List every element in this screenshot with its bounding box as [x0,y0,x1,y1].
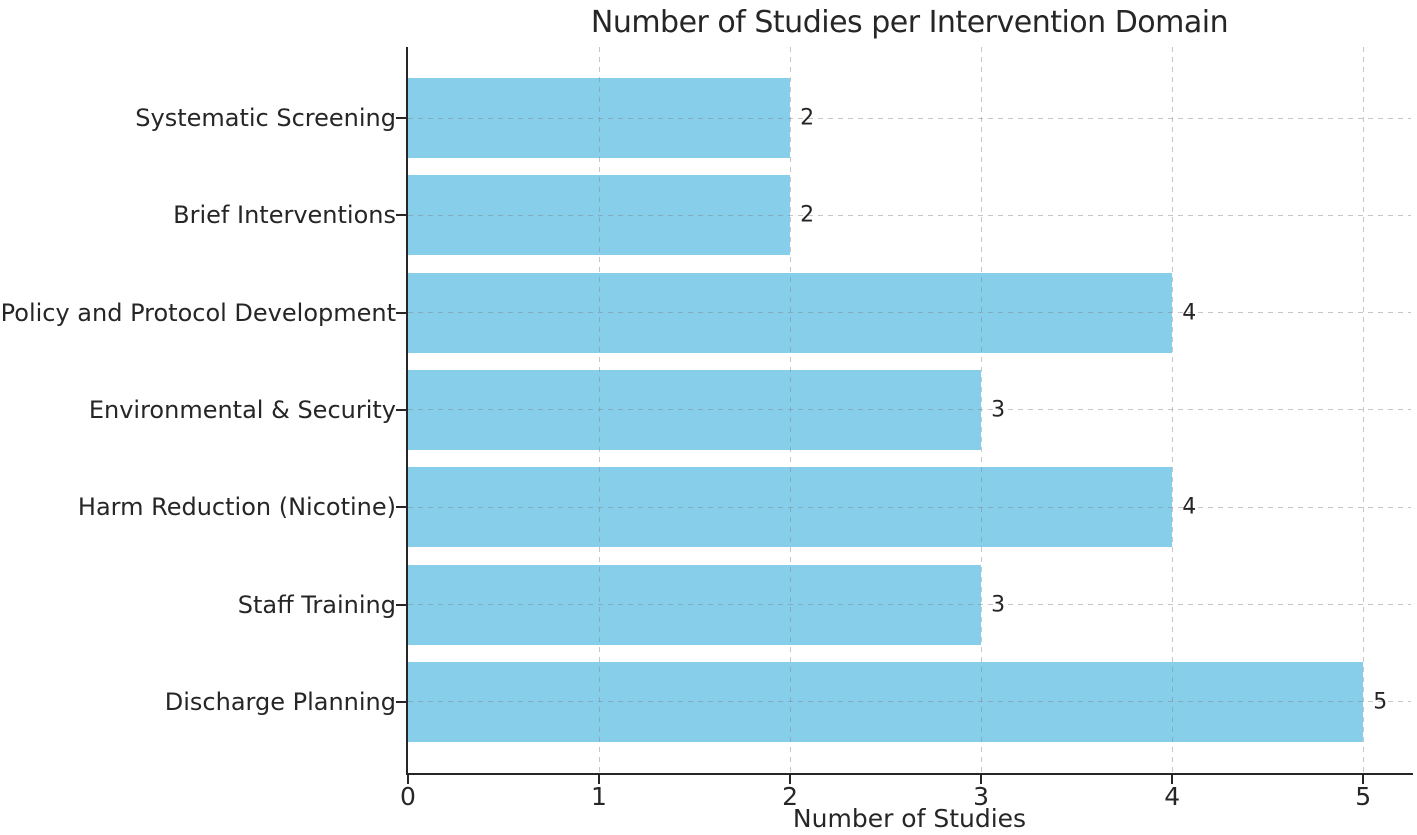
y-axis-category-label: Discharge Planning [164,687,396,716]
x-axis-tick [598,775,600,784]
gridline-vertical [1171,47,1173,773]
gridline-horizontal [408,312,1411,314]
x-axis-tick-label: 2 [782,782,799,811]
y-axis-tick [396,408,406,411]
y-axis-tick [396,117,406,119]
bar-value-label: 3 [991,397,1006,423]
bar-discharge-planning [408,661,1364,742]
y-axis-tick [396,214,406,217]
chart-title: Number of Studies per Intervention Domai… [590,5,1229,40]
bar-systematic-screening [408,78,791,158]
gridline-vertical [598,47,600,773]
x-axis-title: Number of Studies [792,804,1027,833]
y-axis-category-label: Policy and Protocol Development [0,298,396,327]
bar-value-label: 4 [1182,300,1197,326]
bar-staff-training [408,564,982,645]
x-axis-spine [406,773,1413,775]
y-axis-tick [396,603,406,606]
y-axis-category-label: Staff Training [237,590,396,619]
gridline-horizontal [408,409,1411,411]
bar-value-label: 5 [1373,689,1388,715]
x-axis-tick [407,775,409,784]
x-axis-tick-label: 4 [1164,782,1181,811]
bar-value-label: 2 [800,202,815,228]
y-axis-tick [396,311,406,314]
bar-brief-interventions [408,175,791,256]
y-axis-tick [396,506,406,509]
y-axis-tick [396,700,406,703]
gridline-vertical [980,47,982,773]
gridline-horizontal [408,604,1411,605]
y-axis-category-label: Systematic Screening [135,104,396,132]
bar-value-label: 2 [800,105,815,131]
x-axis-tick-label: 1 [591,782,607,811]
bar-harm-reduction-nicotine- [408,467,1173,548]
gridline-horizontal [408,506,1411,508]
x-axis-tick [1171,775,1174,784]
y-axis-spine [406,47,408,775]
bar-environmental-security [408,369,982,450]
x-axis-tick-label: 5 [1355,782,1372,811]
gridline-vertical [1362,47,1364,773]
gridline-horizontal [408,701,1411,703]
y-axis-category-label: Environmental & Security [88,395,396,424]
x-axis-tick [980,775,983,784]
bar-policy-and-protocol-development [408,272,1173,353]
gridline-vertical [789,47,791,773]
x-axis-tick-label: 3 [973,782,990,811]
x-axis-tick-label: 0 [400,782,416,811]
bar-value-label: 3 [991,592,1006,617]
x-axis-tick [1362,775,1365,784]
bar-value-label: 4 [1182,494,1197,520]
y-axis-category-label: Brief Interventions [173,201,396,230]
gridline-horizontal [408,117,1411,119]
gridline-horizontal [408,214,1411,216]
x-axis-tick [789,775,792,784]
y-axis-category-label: Harm Reduction (Nicotine) [77,493,396,522]
